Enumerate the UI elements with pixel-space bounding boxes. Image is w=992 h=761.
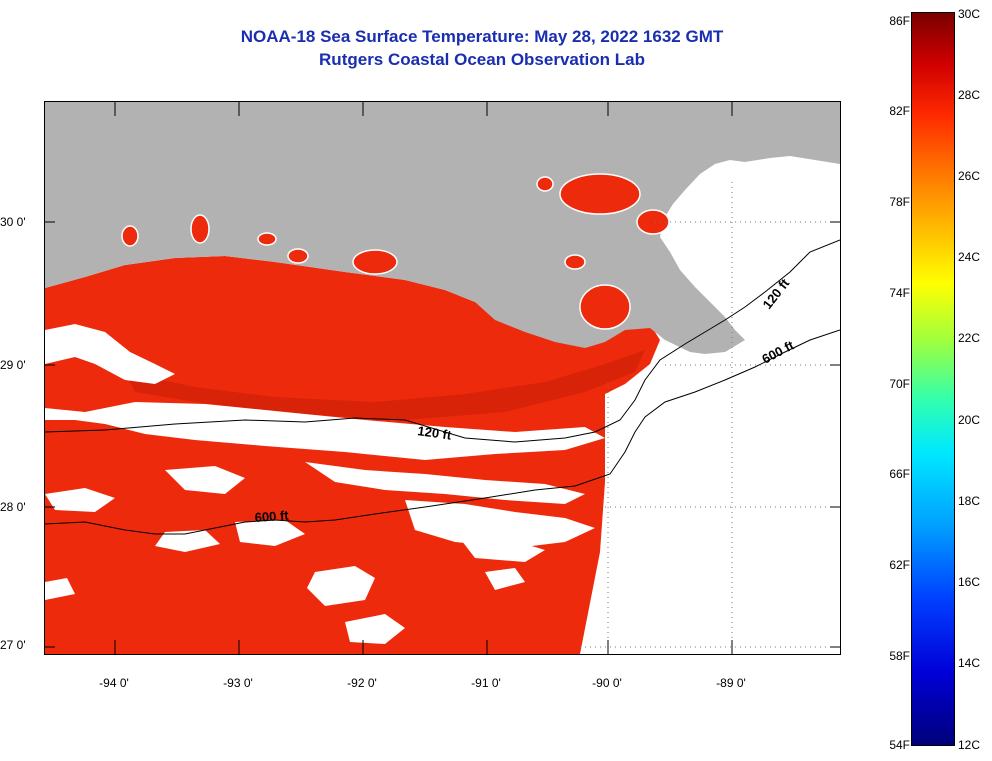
sst-warm-core — [125, 350, 645, 420]
colorbar-f-82: 82F — [889, 104, 910, 118]
lon-label-93: -93 0' — [223, 676, 253, 690]
contour-label-120ft: 120 ft — [417, 423, 453, 443]
colorbar-f-62: 62F — [889, 558, 910, 572]
map-title: NOAA-18 Sea Surface Temperature: May 28,… — [240, 27, 724, 46]
colorbar-f-54: 54F — [889, 738, 910, 752]
map-subtitle: Rutgers Coastal Ocean Observation Lab — [319, 50, 645, 69]
lon-label-91: -91 0' — [471, 676, 501, 690]
colorbar-f-58: 58F — [889, 649, 910, 663]
contour-label-600ft: 600 ft — [254, 508, 290, 525]
lon-label-89: -89 0' — [716, 676, 746, 690]
colorbar-c-14: 14C — [958, 656, 981, 670]
colorbar-c-28: 28C — [958, 88, 981, 102]
colorbar-f-66: 66F — [889, 467, 910, 481]
contour-120ft — [45, 239, 840, 443]
frame-ticks — [45, 102, 840, 654]
land — [45, 102, 840, 354]
lat-label-29: 29 0' — [0, 358, 26, 372]
colorbar-c-12: 12C — [958, 738, 981, 752]
colorbar-c-20: 20C — [958, 413, 981, 427]
lon-label-92: -92 0' — [347, 676, 377, 690]
colorbar-c-26: 26C — [958, 169, 981, 183]
lat-label-27: 27 0' — [0, 638, 26, 652]
contour-600ft — [45, 329, 840, 535]
lon-label-90: -90 0' — [592, 676, 622, 690]
inland-water — [121, 173, 670, 330]
graticule — [580, 182, 840, 654]
sst-map-graphic: 120 ft 600 ft 120 ft 600 ft — [45, 102, 840, 654]
colorbar-c-22: 22C — [958, 331, 981, 345]
colorbar-c-24: 24C — [958, 250, 981, 264]
colorbar-c-30: 30C — [958, 7, 981, 21]
cloud-patches — [45, 324, 605, 644]
lat-label-30: 30 0' — [0, 215, 26, 229]
sst-map: 120 ft 600 ft 120 ft 600 ft — [44, 101, 841, 655]
lon-label-94: -94 0' — [99, 676, 129, 690]
colorbar-f-74: 74F — [889, 286, 910, 300]
colorbar-f-70: 70F — [889, 377, 910, 391]
lat-label-28: 28 0' — [0, 500, 26, 514]
temperature-colorbar — [911, 12, 955, 746]
colorbar-f-86: 86F — [889, 14, 910, 28]
colorbar-f-78: 78F — [889, 195, 910, 209]
colorbar-c-18: 18C — [958, 494, 981, 508]
colorbar-c-16: 16C — [958, 575, 981, 589]
